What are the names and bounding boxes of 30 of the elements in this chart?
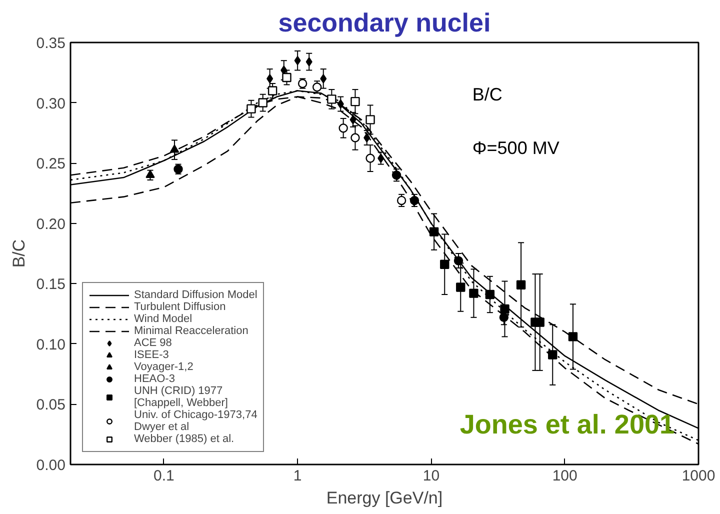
y-tick-label: 0.25 (36, 156, 66, 173)
x-tick-label: 100 (552, 468, 578, 484)
legend-label: Univ. of Chicago-1973,74 Dwyer et al (134, 409, 258, 433)
annotation: Jones et al. 2001 (460, 410, 674, 440)
legend-label: ISEE-3 (134, 349, 169, 361)
annotation: B/C (472, 84, 502, 104)
x-axis-title: Energy [GeV/n] (326, 488, 443, 508)
y-tick-label: 0.20 (36, 216, 66, 233)
legend-label: Turbulent Diffusion (134, 301, 226, 313)
chart-title: secondary nuclei (278, 8, 491, 38)
legend-label: Standard Diffusion Model (134, 289, 258, 301)
legend-label: HEAO-3 (134, 373, 175, 385)
legend-label: Minimal Reacceleration (134, 325, 248, 337)
legend-label: ACE 98 (134, 337, 172, 349)
y-axis-title: B/C (9, 239, 28, 268)
x-tick-label: 0.1 (153, 468, 174, 484)
y-tick-label: 0.00 (36, 457, 66, 474)
y-tick-label: 0.35 (36, 35, 66, 52)
legend-label: Voyager-1,2 (134, 361, 194, 373)
x-tick-label: 1 (293, 468, 302, 484)
legend-label: Wind Model (134, 313, 192, 325)
annotation: Φ=500 MV (472, 138, 560, 158)
legend-label: Webber (1985) et al. (134, 433, 234, 445)
y-tick-label: 0.05 (36, 396, 66, 414)
y-tick-label: 0.10 (36, 336, 66, 354)
x-tick-label: 1000 (682, 468, 716, 484)
y-tick-label: 0.30 (36, 95, 66, 112)
x-tick-label: 10 (422, 468, 440, 484)
legend-label: UNH (CRID) 1977 [Chappell, Webber] (134, 385, 228, 409)
y-tick-label: 0.15 (36, 276, 66, 294)
